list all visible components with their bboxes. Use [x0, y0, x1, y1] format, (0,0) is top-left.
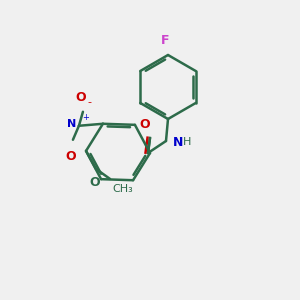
Text: O: O	[90, 176, 100, 189]
Text: H: H	[183, 137, 191, 147]
Text: O: O	[140, 118, 150, 131]
Text: N: N	[173, 136, 183, 148]
Text: N: N	[67, 119, 76, 129]
Text: O: O	[66, 150, 76, 163]
Text: +: +	[82, 113, 89, 122]
Text: -: -	[88, 97, 92, 107]
Text: F: F	[161, 34, 169, 47]
Text: O: O	[76, 91, 86, 104]
Text: CH₃: CH₃	[112, 184, 133, 194]
